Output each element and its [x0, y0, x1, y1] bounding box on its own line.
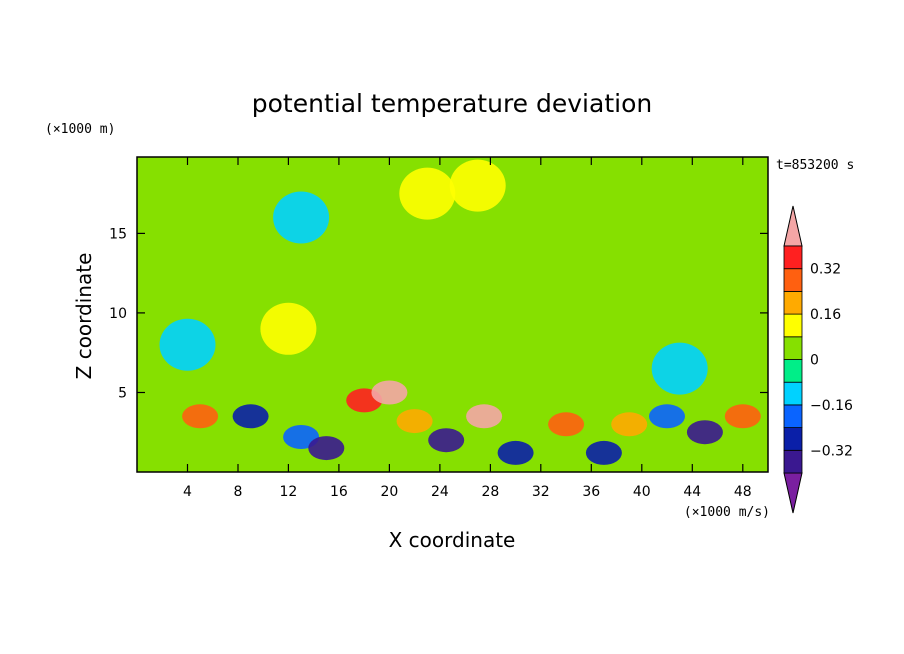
time-label: t=853200 s: [776, 158, 854, 173]
colorbar-segment: [783, 449, 803, 474]
x-tick-label: 44: [683, 484, 701, 500]
y-tick-label: 10: [109, 306, 127, 322]
field-feature: [273, 191, 330, 244]
field-feature: [182, 404, 219, 429]
field-feature: [585, 440, 622, 465]
x-unit-label: (×1000 m/s): [684, 505, 770, 520]
colorbar-segment: [783, 427, 803, 451]
field-feature: [396, 409, 433, 434]
colorbar-tick-label: −0.32: [810, 443, 853, 459]
field-feature: [371, 380, 408, 405]
colorbar-segment: [783, 245, 803, 270]
y-unit-label: (×1000 m): [45, 122, 115, 137]
field-feature: [724, 404, 761, 429]
field-feature: [510, 412, 547, 437]
chart-title: potential temperature deviation: [252, 89, 652, 118]
y-axis: 5 10 15: [109, 226, 768, 402]
x-axis-label: X coordinate: [389, 528, 516, 552]
x-tick-label: 12: [279, 484, 297, 500]
field-feature: [611, 412, 648, 437]
colorbar-segment: [783, 268, 803, 292]
x-tick-label: 28: [481, 484, 499, 500]
field-feature: [563, 255, 620, 308]
field-feature: [159, 318, 216, 371]
x-tick-label: 4: [183, 484, 192, 500]
colorbar-segment: [783, 290, 803, 315]
x-axis: 4 8 12 16 20 24 28 32 36 40 44 48: [183, 157, 752, 500]
y-axis-label: Z coordinate: [72, 253, 96, 380]
x-tick-label: 40: [633, 484, 651, 500]
field-feature: [428, 428, 465, 453]
plot-area: [137, 157, 768, 472]
colorbar-tick-label: 0.32: [810, 262, 841, 278]
field-feature: [232, 404, 269, 429]
colorbar-extend-low: [783, 472, 803, 514]
field-feature: [548, 412, 585, 437]
y-tick-label: 15: [109, 226, 127, 242]
colorbar-tick-label: 0: [810, 353, 819, 369]
field-feature: [399, 167, 456, 220]
colorbar-extend-high: [783, 205, 803, 247]
field-feature: [424, 318, 481, 371]
colorbar-segment: [783, 336, 803, 360]
x-tick-label: 16: [330, 484, 348, 500]
x-tick-label: 8: [234, 484, 243, 500]
field-feature: [308, 436, 345, 461]
field-feature: [260, 302, 317, 355]
field-feature: [449, 159, 506, 212]
x-tick-label: 32: [532, 484, 550, 500]
colorbar: 0.32 0.16 0 −0.16 −0.32: [783, 205, 853, 514]
colorbar-tick-label: 0.16: [810, 307, 841, 323]
field-feature: [686, 420, 723, 445]
colorbar-tick-label: −0.16: [810, 398, 853, 414]
x-tick-label: 24: [431, 484, 449, 500]
y-tick-label: 5: [118, 386, 127, 402]
field-feature: [497, 440, 534, 465]
field-feature: [651, 342, 708, 395]
colorbar-segment: [783, 313, 803, 338]
x-tick-label: 20: [380, 484, 398, 500]
colorbar-segment: [783, 404, 803, 428]
x-tick-label: 48: [734, 484, 752, 500]
field-feature: [649, 404, 685, 429]
colorbar-segment: [783, 381, 803, 406]
plot-frame: [136, 156, 769, 473]
field-feature: [466, 404, 503, 429]
colorbar-segment: [783, 359, 803, 383]
x-tick-label: 36: [582, 484, 600, 500]
